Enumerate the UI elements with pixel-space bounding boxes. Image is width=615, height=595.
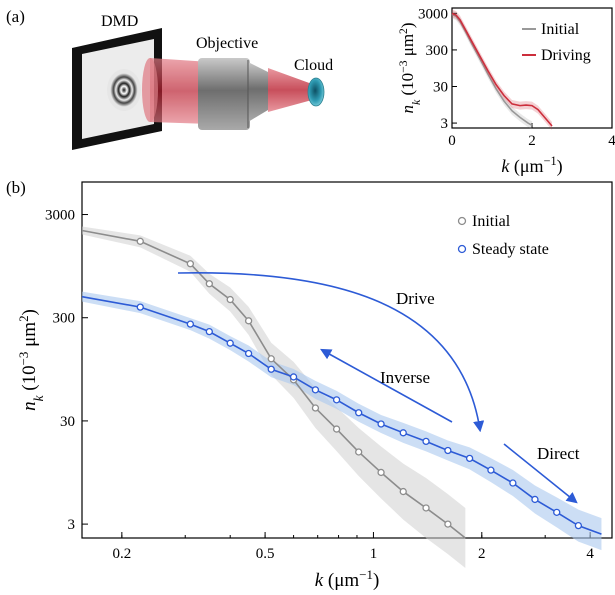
data-point [267,355,275,363]
x-tick-label: 0 [448,133,456,149]
atom-cloud [307,77,325,107]
x-tick-label: 4 [586,546,594,562]
data-point [205,327,213,336]
objective-lens [198,58,268,130]
data-point [244,349,253,358]
x-tick-label: 0.2 [112,546,131,562]
cloud-label: Cloud [294,57,333,74]
panel-a-label: (a) [6,7,25,26]
annotation-drive: Drive [396,289,435,308]
direct-arrow [503,443,578,504]
data-point [377,420,385,428]
legend-marker [457,244,467,254]
data-point [332,396,341,404]
inset-band-1 [452,9,552,130]
laser-beam [142,58,312,124]
inverse-arrow [320,348,453,423]
main-frame [81,181,613,539]
x-tick-label: 4 [608,133,615,149]
inset-line-1 [451,12,553,127]
inset-chart: 0 2 4 3 30 300 3000 Initial Driving k (μm−1) nk (1… [397,6,615,177]
data-point [574,521,583,530]
data-point [422,504,430,512]
data-point [377,468,385,477]
dmd-label: DMD [101,13,138,30]
annotation-inverse: Inverse [380,368,430,387]
data-point [531,495,539,504]
data-point [226,295,234,304]
legend-label: Driving [541,47,591,64]
y-tick-label: 3000 [418,6,448,22]
y-tick-label: 300 [426,43,449,59]
x-tick-label: 2 [528,133,536,149]
main-chart: 0.2 0.5 1 2 4 3 30 300 3000 Initial Steady state Dr… [16,181,613,592]
y-tick-label: 30 [60,414,75,430]
data-point [465,454,474,463]
data-point [186,320,195,328]
data-point [244,317,253,325]
dmd-device [72,28,162,150]
data-point [226,339,234,347]
y-tick-label: 30 [433,79,448,95]
data-point [444,520,452,528]
x-axis-label: k (μm−1) [501,154,562,177]
data-point [399,429,407,437]
data-point [444,446,452,455]
series-line-0 [81,229,466,539]
data-point [355,448,363,456]
y-tick-label: 3 [441,116,449,132]
drive-arrow [177,272,485,433]
data-point [487,466,495,474]
objective-label: Objective [196,35,258,52]
data-point [553,508,561,516]
y-axis-label: nk (10−3 μm2) [16,309,46,411]
ring-pattern-icon [107,69,141,111]
panel-b-label: (b) [6,178,26,197]
data-point [332,425,341,433]
data-point [267,365,275,373]
band-0 [82,226,466,568]
data-point [289,373,298,381]
y-tick-label: 3000 [45,208,75,224]
y-tick-label: 3 [68,517,76,533]
y-axis-label: nk (10−3 μm2) [397,22,424,113]
data-point [311,404,320,412]
x-axis-label: k (μm−1) [315,567,380,592]
annotation-direct: Direct [537,444,580,463]
inset-frame [451,7,613,129]
legend-label: Steady state [472,241,549,258]
data-point [399,487,407,496]
data-point [186,260,195,268]
y-tick-label: 300 [53,311,76,327]
legend-label: Initial [541,21,580,38]
data-point [205,280,213,288]
data-point [311,386,320,394]
data-point [422,437,430,446]
inset-line-0 [451,13,533,127]
data-point [355,409,363,417]
legend-label: Initial [472,213,511,230]
x-tick-label: 2 [478,546,486,562]
legend-marker [457,216,467,226]
x-tick-label: 1 [370,546,378,562]
x-tick-label: 0.5 [256,546,275,562]
data-point [509,479,517,487]
data-point [136,303,144,311]
data-point [136,237,144,245]
series-line-1 [81,295,602,535]
